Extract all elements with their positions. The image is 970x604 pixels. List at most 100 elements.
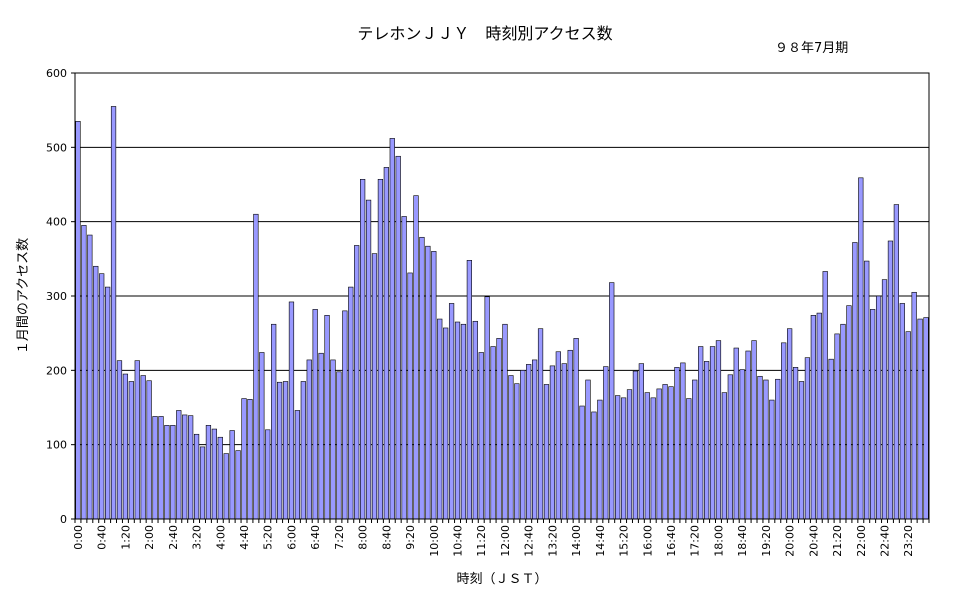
bar [698,346,704,520]
y-tick-label: 600 [46,67,67,80]
x-tick-label: 13:20 [546,525,559,557]
y-tick-label: 500 [46,141,67,154]
bar [709,346,716,520]
bar [300,381,306,520]
bar [775,378,781,520]
bar [170,425,176,520]
bar [662,384,668,520]
x-tick-label: 7:20 [333,525,346,550]
bar [448,303,455,520]
bar [484,296,490,520]
bar [858,177,864,520]
bar [217,436,223,520]
x-axis-ticks: 0:00 0:40 1:20 2:00 2:40 3:20 4:00 4:40 5:20 6:00… [72,519,930,557]
x-tick-label: 20:00 [784,525,797,557]
bar [638,363,644,520]
bar [804,357,811,520]
x-tick-label: 11:20 [475,525,488,557]
bar [134,360,140,520]
bar [727,374,733,520]
x-tick-label: 3:20 [191,525,204,550]
bar [668,386,674,520]
bar [182,414,188,520]
bar [81,225,87,520]
x-tick-label: 2:00 [143,525,156,550]
bar [93,265,99,520]
bar [798,381,805,520]
x-tick-label: 14:00 [570,525,583,557]
bar [846,305,852,520]
bar [739,369,745,520]
x-tick-label: 6:40 [309,525,322,550]
y-tick-label: 200 [46,364,67,377]
x-tick-label: 16:40 [665,525,678,557]
bar [632,370,639,520]
bar [110,106,117,520]
bar [99,273,105,520]
bar [401,216,407,520]
bar [555,351,561,520]
bar [834,333,840,520]
bar [211,428,217,520]
bar [609,282,615,520]
bar [425,245,431,520]
bar [377,178,384,520]
bar [792,367,799,520]
bar [318,352,324,520]
x-tick-label: 0:40 [96,525,109,550]
x-tick-label: 1:20 [119,525,132,550]
bar [763,379,769,520]
x-tick-label: 12:00 [499,525,512,557]
bar [371,253,378,520]
bar [437,318,443,520]
bar [520,370,526,520]
bar [454,321,461,520]
bar [526,364,532,520]
bar [294,410,301,520]
bar [911,291,917,520]
bar [745,350,751,520]
bar [573,338,579,520]
bar [585,379,591,520]
x-tick-label: 4:40 [238,525,251,550]
x-tick-label: 16:00 [641,525,654,557]
bar [502,323,508,520]
y-axis-ticks: 0 100 200 300 400 500 600 [46,67,75,526]
bar [282,381,289,520]
bar [656,388,662,520]
bar [626,389,633,520]
x-tick-label: 18:40 [736,525,749,557]
x-tick-label: 9:20 [404,525,417,550]
bar [193,433,200,520]
bar [223,453,229,520]
bar [152,416,158,520]
bar [816,312,822,520]
bar [703,361,710,520]
bar [176,410,182,520]
bar [383,167,389,520]
bar [431,251,437,520]
x-tick-label: 14:40 [594,525,607,557]
bar [365,199,372,520]
bar [395,155,401,520]
bar [460,323,467,520]
y-tick-label: 300 [46,290,67,303]
bar [852,242,858,520]
bar [543,384,550,520]
bar [875,295,882,520]
bar [490,346,496,520]
bar [680,362,686,520]
bar [241,398,247,520]
bar [620,397,627,520]
y-axis-label: １月間のアクセス数 [16,238,31,354]
bar [923,317,929,520]
bar [128,381,134,520]
gridlines [75,146,929,446]
x-tick-label: 22:40 [879,525,892,557]
x-tick-label: 15:20 [618,525,631,557]
bar [751,340,757,520]
bar [413,195,419,520]
bar [276,381,283,520]
bar [870,309,876,520]
x-tick-label: 17:20 [689,525,702,557]
